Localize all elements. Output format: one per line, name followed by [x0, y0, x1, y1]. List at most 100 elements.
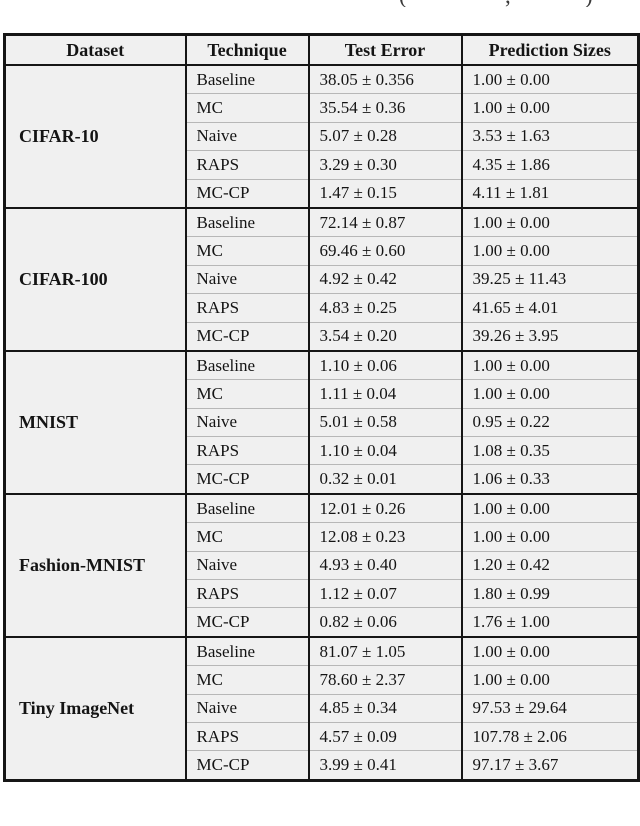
table-row: Naive 5.01 ± 0.58 0.95 ± 0.22 — [5, 407, 640, 437]
table-row: MC 1.11 ± 0.04 1.00 ± 0.00 — [5, 379, 640, 409]
prediction-size-cell: 39.26 ± 3.95 — [460, 321, 640, 351]
table-row: Naive 4.93 ± 0.40 1.20 ± 0.42 — [5, 550, 640, 580]
dataset-cell: CIFAR-100 — [3, 206, 187, 351]
technique-cell: Naive — [184, 693, 310, 723]
table-row: MC 12.08 ± 0.23 1.00 ± 0.00 — [5, 522, 640, 552]
table-row: MC 35.54 ± 0.36 1.00 ± 0.00 — [5, 93, 640, 123]
technique-cell: MC — [184, 379, 310, 409]
dataset-cell: Tiny ImageNet — [3, 635, 187, 781]
prediction-size-cell: 1.00 ± 0.00 — [460, 492, 640, 523]
prediction-size-cell: 97.17 ± 3.67 — [460, 750, 640, 781]
test-error-cell: 4.83 ± 0.25 — [307, 293, 463, 323]
test-error-cell: 38.05 ± 0.356 — [307, 64, 463, 94]
prediction-size-cell: 4.35 ± 1.86 — [460, 150, 640, 180]
table-row: MC 78.60 ± 2.37 1.00 ± 0.00 — [5, 665, 640, 695]
technique-cell: MC-CP — [184, 750, 310, 781]
test-error-cell: 12.01 ± 0.26 — [307, 492, 463, 523]
prediction-size-cell: 1.80 ± 0.99 — [460, 579, 640, 608]
cropped-caption-fragments: ( , ) — [0, 0, 640, 7]
test-error-cell: 1.11 ± 0.04 — [307, 379, 463, 409]
caption-fragment-comma: , — [505, 0, 511, 7]
prediction-size-cell: 1.00 ± 0.00 — [460, 522, 640, 552]
technique-cell: Naive — [184, 264, 310, 294]
table-row: RAPS 3.29 ± 0.30 4.35 ± 1.86 — [5, 150, 640, 180]
prediction-size-cell: 1.00 ± 0.00 — [460, 349, 640, 380]
table-row: MC-CP 3.54 ± 0.20 39.26 ± 3.95 — [5, 321, 640, 351]
test-error-cell: 4.92 ± 0.42 — [307, 264, 463, 294]
test-error-cell: 69.46 ± 0.60 — [307, 236, 463, 266]
column-header-technique: Technique — [184, 33, 310, 66]
table-row: RAPS 1.10 ± 0.04 1.08 ± 0.35 — [5, 436, 640, 465]
technique-cell: Baseline — [184, 64, 310, 94]
prediction-size-cell: 1.00 ± 0.00 — [460, 379, 640, 409]
column-header-prediction-sizes: Prediction Sizes — [460, 33, 640, 66]
prediction-size-cell: 97.53 ± 29.64 — [460, 693, 640, 723]
prediction-size-cell: 1.00 ± 0.00 — [460, 206, 640, 237]
technique-cell: Naive — [184, 550, 310, 580]
test-error-cell: 3.99 ± 0.41 — [307, 750, 463, 781]
table-row: Tiny ImageNet Baseline 81.07 ± 1.05 1.00 ± … — [3, 635, 640, 781]
prediction-size-cell: 41.65 ± 4.01 — [460, 293, 640, 323]
table-row: Fashion-MNIST Baseline 12.01 ± 0.26 1.00 ± … — [3, 492, 640, 637]
dataset-cell: CIFAR-10 — [3, 64, 187, 208]
prediction-size-cell: 1.06 ± 0.33 — [460, 464, 640, 494]
dataset-cell: MNIST — [3, 349, 187, 494]
table-row: CIFAR-10 Baseline 38.05 ± 0.356 1.00 ± 0.00 — [3, 64, 640, 208]
prediction-size-cell: 1.00 ± 0.00 — [460, 93, 640, 123]
technique-cell: Baseline — [184, 206, 310, 237]
table-row: CIFAR-100 Baseline 72.14 ± 0.87 1.00 ± 0.00 — [3, 206, 640, 351]
prediction-size-cell: 0.95 ± 0.22 — [460, 407, 640, 437]
table-row: RAPS 4.57 ± 0.09 107.78 ± 2.06 — [5, 721, 640, 751]
test-error-cell: 5.01 ± 0.58 — [307, 407, 463, 437]
test-error-cell: 1.10 ± 0.06 — [307, 349, 463, 380]
table-row: MNIST Baseline 1.10 ± 0.06 1.00 ± 0.00 — [3, 349, 640, 494]
test-error-cell: 4.85 ± 0.34 — [307, 693, 463, 723]
technique-cell: Baseline — [184, 492, 310, 523]
header-row: Dataset Technique Test Error Prediction … — [3, 33, 640, 66]
prediction-size-cell: 39.25 ± 11.43 — [460, 264, 640, 294]
column-header-dataset: Dataset — [3, 33, 187, 66]
test-error-cell: 35.54 ± 0.36 — [307, 93, 463, 123]
technique-cell: RAPS — [184, 721, 310, 751]
test-error-cell: 81.07 ± 1.05 — [307, 635, 463, 666]
prediction-size-cell: 1.00 ± 0.00 — [460, 635, 640, 666]
technique-cell: MC-CP — [184, 178, 310, 208]
prediction-size-cell: 4.11 ± 1.81 — [460, 178, 640, 208]
prediction-size-cell: 3.53 ± 1.63 — [460, 121, 640, 151]
caption-fragment-open-paren: ( — [399, 0, 407, 7]
test-error-cell: 1.12 ± 0.07 — [307, 579, 463, 608]
table-row: MC-CP 1.47 ± 0.15 4.11 ± 1.81 — [5, 178, 640, 208]
prediction-size-cell: 1.20 ± 0.42 — [460, 550, 640, 580]
prediction-size-cell: 1.08 ± 0.35 — [460, 436, 640, 465]
technique-cell: RAPS — [184, 436, 310, 465]
test-error-cell: 1.47 ± 0.15 — [307, 178, 463, 208]
table-row: MC-CP 0.82 ± 0.06 1.76 ± 1.00 — [5, 607, 640, 637]
technique-cell: RAPS — [184, 579, 310, 608]
table-row: Naive 4.85 ± 0.34 97.53 ± 29.64 — [5, 693, 640, 723]
table-row: RAPS 1.12 ± 0.07 1.80 ± 0.99 — [5, 579, 640, 608]
test-error-cell: 4.57 ± 0.09 — [307, 721, 463, 751]
technique-cell: MC — [184, 236, 310, 266]
technique-cell: MC — [184, 522, 310, 552]
technique-cell: Naive — [184, 121, 310, 151]
technique-cell: Baseline — [184, 349, 310, 380]
technique-cell: MC-CP — [184, 607, 310, 637]
test-error-cell: 0.32 ± 0.01 — [307, 464, 463, 494]
test-error-cell: 4.93 ± 0.40 — [307, 550, 463, 580]
test-error-cell: 72.14 ± 0.87 — [307, 206, 463, 237]
table-row: Naive 4.92 ± 0.42 39.25 ± 11.43 — [5, 264, 640, 294]
column-header-test-error: Test Error — [307, 33, 463, 66]
table-row: MC-CP 3.99 ± 0.41 97.17 ± 3.67 — [5, 750, 640, 781]
technique-cell: Naive — [184, 407, 310, 437]
test-error-cell: 5.07 ± 0.28 — [307, 121, 463, 151]
caption-fragment-close-paren: ) — [585, 0, 593, 7]
results-table-container: Dataset Technique Test Error Prediction … — [3, 33, 640, 782]
table-row: RAPS 4.83 ± 0.25 41.65 ± 4.01 — [5, 293, 640, 323]
technique-cell: MC — [184, 93, 310, 123]
results-table: Dataset Technique Test Error Prediction … — [3, 33, 640, 782]
technique-cell: MC-CP — [184, 321, 310, 351]
dataset-cell: Fashion-MNIST — [3, 492, 187, 637]
test-error-cell: 78.60 ± 2.37 — [307, 665, 463, 695]
technique-cell: RAPS — [184, 293, 310, 323]
prediction-size-cell: 1.76 ± 1.00 — [460, 607, 640, 637]
